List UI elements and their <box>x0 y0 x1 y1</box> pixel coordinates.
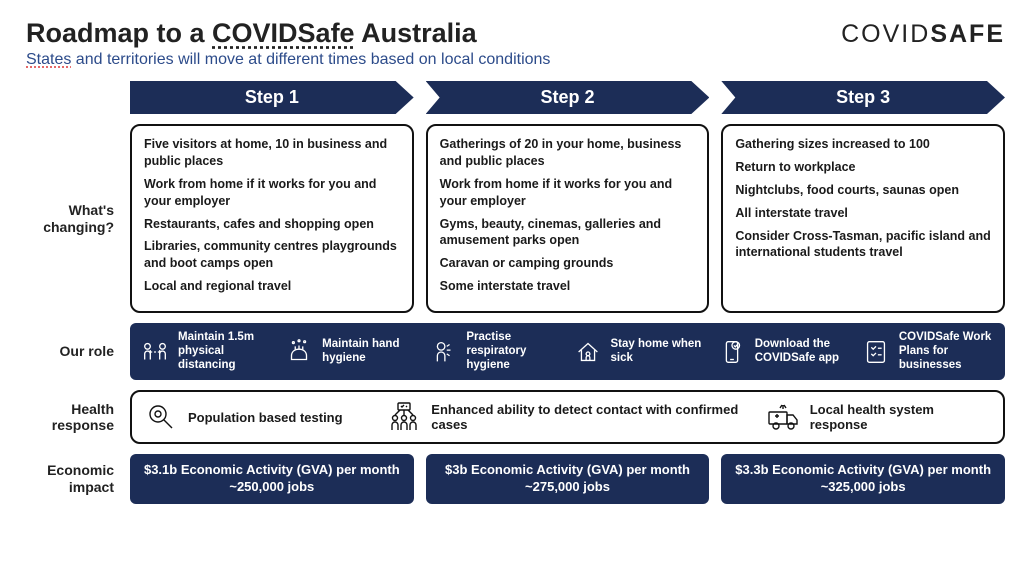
roadmap-grid: Step 1 Step 2 Step 3 What's changing? Fi… <box>26 81 1005 504</box>
step-header-2: Step 2 <box>426 81 710 114</box>
logo-covid: COVID <box>841 20 930 48</box>
role-item-app: Download the COVIDSafe app <box>717 337 851 367</box>
covidsafe-logo: COVIDSAFE <box>841 18 1005 49</box>
econ-box-3: $3.3b Economic Activity (GVA) per month … <box>721 454 1005 504</box>
row-label-economic: Economic impact <box>26 462 118 496</box>
changing-box-1: Five visitors at home, 10 in business an… <box>130 124 414 313</box>
header: Roadmap to a COVIDSafe Australia States … <box>26 18 1005 69</box>
econ-line: ~250,000 jobs <box>136 479 408 496</box>
distancing-icon <box>140 337 170 367</box>
changing-item: Restaurants, cafes and shopping open <box>144 216 400 233</box>
changing-item: Consider Cross-Tasman, pacific island an… <box>735 228 991 262</box>
subtitle-under: States <box>26 51 71 68</box>
page-title: Roadmap to a COVIDSafe Australia <box>26 18 550 49</box>
changing-item: Local and regional travel <box>144 278 400 295</box>
health-item-local: Local health system response <box>766 400 991 434</box>
changing-item: Some interstate travel <box>440 278 696 295</box>
magnifier-icon <box>144 400 178 434</box>
changing-item: Libraries, community centres playgrounds… <box>144 238 400 272</box>
title-bold: COVIDSafe <box>212 18 355 48</box>
checklist-icon <box>861 337 891 367</box>
row-label-role: Our role <box>26 343 118 360</box>
step-header-3: Step 3 <box>721 81 1005 114</box>
phone-app-icon <box>717 337 747 367</box>
subtitle: States and territories will move at diff… <box>26 51 550 69</box>
health-label: Local health system response <box>810 402 991 432</box>
changing-item: Gatherings of 20 in your home, business … <box>440 136 696 170</box>
home-icon <box>573 337 603 367</box>
role-label: Practise respiratory hygiene <box>466 331 562 372</box>
title-pre: Roadmap to a <box>26 18 212 48</box>
changing-item: Return to workplace <box>735 159 991 176</box>
logo-safe: SAFE <box>930 20 1005 48</box>
econ-line: ~325,000 jobs <box>727 479 999 496</box>
econ-line: $3b Economic Activity (GVA) per month <box>432 462 704 479</box>
step-header-1: Step 1 <box>130 81 414 114</box>
role-label: Maintain hand hygiene <box>322 338 418 366</box>
health-item-testing: Population based testing <box>144 400 369 434</box>
title-post: Australia <box>355 18 477 48</box>
changing-item: Gathering sizes increased to 100 <box>735 136 991 153</box>
row-label-health: Health response <box>26 401 118 435</box>
hand-wash-icon <box>284 337 314 367</box>
health-bar: Population based testing Enhanced abilit… <box>130 390 1005 444</box>
role-label: Stay home when sick <box>611 338 707 366</box>
changing-item: Five visitors at home, 10 in business an… <box>144 136 400 170</box>
ambulance-icon <box>766 400 800 434</box>
role-item-stay-home: Stay home when sick <box>573 337 707 367</box>
contact-trace-icon <box>387 400 421 434</box>
subtitle-rest: and territories will move at different t… <box>71 51 550 68</box>
role-label: COVIDSafe Work Plans for businesses <box>899 331 995 372</box>
role-item-distancing: Maintain 1.5m physical distancing <box>140 331 274 372</box>
role-item-respiratory: Practise respiratory hygiene <box>428 331 562 372</box>
role-item-work-plans: COVIDSafe Work Plans for businesses <box>861 331 995 372</box>
role-label: Download the COVIDSafe app <box>755 338 851 366</box>
changing-item: Caravan or camping grounds <box>440 255 696 272</box>
econ-line: $3.3b Economic Activity (GVA) per month <box>727 462 999 479</box>
health-label: Enhanced ability to detect contact with … <box>431 402 747 432</box>
cough-icon <box>428 337 458 367</box>
changing-item: Work from home if it works for you and y… <box>144 176 400 210</box>
changing-item: All interstate travel <box>735 205 991 222</box>
role-bar: Maintain 1.5m physical distancing Mainta… <box>130 323 1005 380</box>
role-item-hand-hygiene: Maintain hand hygiene <box>284 337 418 367</box>
changing-item: Work from home if it works for you and y… <box>440 176 696 210</box>
changing-item: Nightclubs, food courts, saunas open <box>735 182 991 199</box>
changing-item: Gyms, beauty, cinemas, galleries and amu… <box>440 216 696 250</box>
health-label: Population based testing <box>188 410 343 425</box>
row-label-changing: What's changing? <box>26 202 118 236</box>
health-item-contact: Enhanced ability to detect contact with … <box>387 400 747 434</box>
changing-box-2: Gatherings of 20 in your home, business … <box>426 124 710 313</box>
econ-box-1: $3.1b Economic Activity (GVA) per month … <box>130 454 414 504</box>
econ-box-2: $3b Economic Activity (GVA) per month ~2… <box>426 454 710 504</box>
role-label: Maintain 1.5m physical distancing <box>178 331 274 372</box>
changing-box-3: Gathering sizes increased to 100 Return … <box>721 124 1005 313</box>
title-block: Roadmap to a COVIDSafe Australia States … <box>26 18 550 69</box>
econ-line: ~275,000 jobs <box>432 479 704 496</box>
econ-line: $3.1b Economic Activity (GVA) per month <box>136 462 408 479</box>
